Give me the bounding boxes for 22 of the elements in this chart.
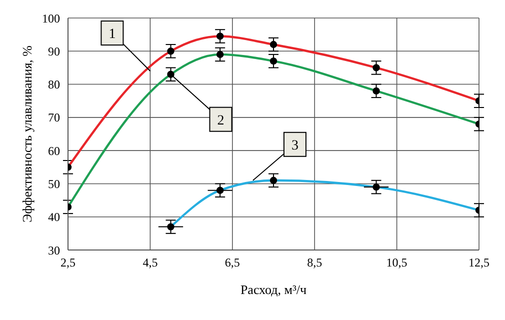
annotation: 2: [217, 113, 224, 128]
annotation: 3: [291, 138, 298, 154]
y-axis-title: Эффективность улавливания, %: [20, 45, 35, 223]
y-tick-label: 50: [48, 176, 60, 191]
y-tick-label: 70: [48, 110, 60, 125]
x-axis-title: Расход, м³/ч: [240, 282, 308, 297]
x-tick-label: 2,5: [60, 256, 76, 270]
callout-box: 2: [170, 74, 232, 132]
x-tick-label: 4,5: [142, 256, 158, 270]
x-tick-label: 6,5: [224, 256, 240, 270]
y-tick-label: 40: [48, 210, 60, 224]
x-tick-label: 12,5: [468, 256, 490, 270]
y-tick-label: 60: [48, 144, 60, 158]
callout-box: 3: [252, 132, 306, 181]
y-tick-label: 80: [48, 78, 60, 92]
callout-box: 1: [100, 20, 151, 72]
x-tick-label: 10,5: [386, 256, 408, 270]
x-tick-label: 8,5: [307, 256, 322, 270]
y-tick-label: 90: [48, 44, 60, 58]
annotation: 1: [108, 27, 116, 42]
y-tick-label: 100: [42, 11, 60, 26]
y-tick-label: 30: [48, 243, 60, 258]
